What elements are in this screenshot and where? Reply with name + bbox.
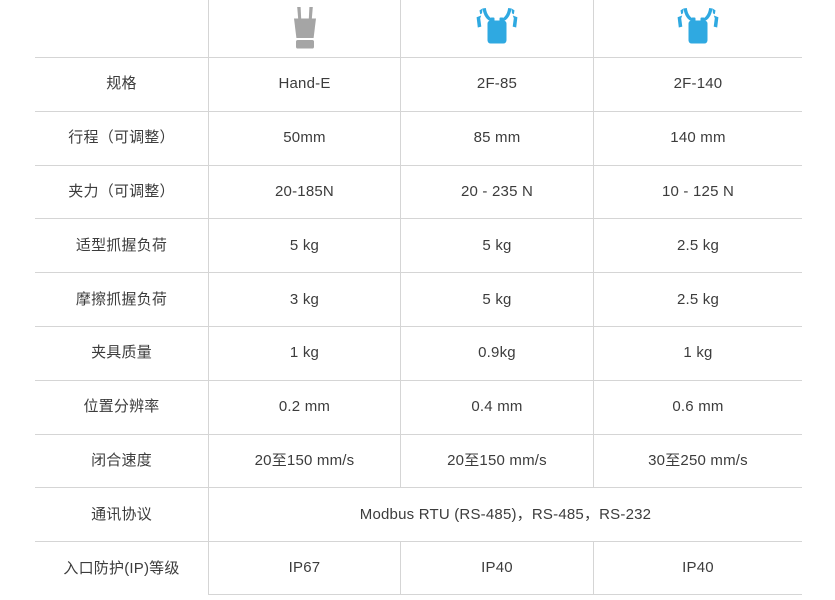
row-label: 规格 <box>106 75 137 93</box>
row-label: 通讯协议 <box>91 505 152 523</box>
table-row: 摩擦抓握负荷 3 kg 5 kg 2.5 kg <box>35 272 802 326</box>
row-label: 夹力（可调整） <box>68 182 175 200</box>
hand-e-icon-cell <box>208 0 400 57</box>
cell-value: IP40 <box>400 542 593 595</box>
row-label: 位置分辨率 <box>83 398 160 416</box>
cell-value: IP67 <box>208 542 400 595</box>
table-row: 位置分辨率 0.2 mm 0.4 mm 0.6 mm <box>35 379 802 434</box>
cell-value: 50mm <box>208 111 400 165</box>
cell-value: 20-185N <box>208 165 400 219</box>
cell-value: 0.9kg <box>400 326 593 380</box>
cell-value: 140 mm <box>593 111 802 165</box>
row-label: 入口防护(IP)等级 <box>63 559 180 577</box>
gripper-spec-table: 规格 Hand-E 2F-85 2F-140 行程（可调整） 50mm 85 m… <box>35 0 802 595</box>
table-row: 夹具质量 1 kg 0.9kg 1 kg <box>35 325 802 380</box>
row-label: 闭合速度 <box>91 451 152 469</box>
table-header-icon-row <box>35 0 802 57</box>
cell-value: 1 kg <box>208 326 400 380</box>
2f85-gripper-icon <box>476 8 518 44</box>
cell-value: 20至150 mm/s <box>208 434 400 488</box>
cell-value: 20至150 mm/s <box>400 434 593 488</box>
cell-value: 3 kg <box>208 273 400 326</box>
cell-value: 2.5 kg <box>593 273 802 326</box>
cell-value: 2.5 kg <box>593 219 802 273</box>
row-label: 摩擦抓握负荷 <box>75 290 168 308</box>
cell-value: 5 kg <box>400 273 593 326</box>
cell-value: 10 - 125 N <box>593 165 802 219</box>
cell-value: 0.6 mm <box>593 380 802 434</box>
2f85-icon-cell <box>400 0 593 57</box>
hand-e-gripper-icon <box>293 7 316 49</box>
2f140-icon-cell <box>593 0 802 57</box>
table-row: 入口防护(IP)等级 IP67 IP40 IP40 <box>35 541 802 595</box>
cell-value: Hand-E <box>208 58 400 111</box>
cell-value: 0.2 mm <box>208 380 400 434</box>
row-label: 行程（可调整） <box>68 129 175 147</box>
cell-value: 0.4 mm <box>400 380 593 434</box>
empty-corner-cell <box>35 0 208 57</box>
table-row: 规格 Hand-E 2F-85 2F-140 <box>35 57 802 111</box>
cell-value: 1 kg <box>593 326 802 380</box>
cell-value: 85 mm <box>400 111 593 165</box>
cell-value: 30至250 mm/s <box>593 434 802 488</box>
row-label: 适型抓握负荷 <box>75 236 168 254</box>
table-row-communication: 通讯协议 Modbus RTU (RS-485)，RS-485，RS-232 <box>35 487 802 542</box>
2f140-gripper-icon <box>677 8 719 44</box>
cell-value: 2F-85 <box>400 58 593 111</box>
cell-merged-value: Modbus RTU (RS-485)，RS-485，RS-232 <box>208 488 802 542</box>
table-row: 闭合速度 20至150 mm/s 20至150 mm/s 30至250 mm/s <box>35 433 802 488</box>
cell-value: 5 kg <box>208 219 400 273</box>
cell-value: 20 - 235 N <box>400 165 593 219</box>
cell-value: 2F-140 <box>593 58 802 111</box>
table-row: 行程（可调整） 50mm 85 mm 140 mm <box>35 110 802 165</box>
table-row: 适型抓握负荷 5 kg 5 kg 2.5 kg <box>35 218 802 273</box>
cell-value: 5 kg <box>400 219 593 273</box>
table-row: 夹力（可调整） 20-185N 20 - 235 N 10 - 125 N <box>35 164 802 219</box>
cell-value: IP40 <box>593 542 802 595</box>
row-label: 夹具质量 <box>91 344 152 362</box>
